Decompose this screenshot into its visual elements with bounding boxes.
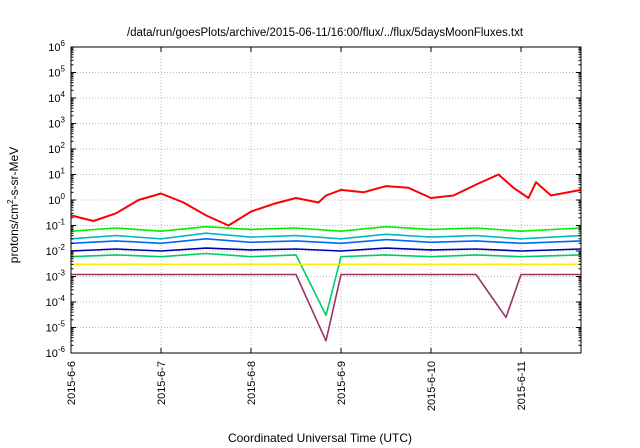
y-tick-label: 10-5 [46,320,66,335]
y-tick-base: 10 [48,93,60,105]
series-line-6 [70,252,582,317]
y-tick-exp: 1 [61,167,66,176]
y-tick-exp: -5 [58,320,66,329]
y-tick-base: 10 [46,272,58,284]
y-tick-exp: 3 [61,116,66,125]
y-tick-label: 10-1 [46,218,66,233]
y-tick-base: 10 [46,246,58,258]
y-tick-exp: -6 [58,345,66,354]
x-tick-label: 2015-6-9 [336,361,348,405]
y-axis-label-rest: -s-sr-MeV [7,147,21,200]
y-tick-label: 104 [48,90,65,105]
y-tick-exp: 4 [61,90,66,99]
x-tick-label: 2015-6-7 [156,361,168,405]
y-axis-label-sup: 2 [6,199,15,204]
y-tick-base: 10 [46,297,58,309]
y-tick-exp: 5 [61,65,66,74]
y-tick-exp: -3 [58,269,66,278]
y-tick-label: 10-4 [46,294,66,309]
series-group [70,173,582,342]
y-tick-base: 10 [48,144,60,156]
y-axis-ticks: 10-610-510-410-310-210-11001011021031041… [46,39,581,360]
y-axis-label-base: protons/cm [7,204,21,263]
y-axis-label: protons/cm2-s-sr-MeV [6,147,21,263]
x-axis-ticks: 2015-6-6 2015-6-7 2015-6-8 2015-6-9 2015-6-1… [66,47,528,411]
y-tick-base: 10 [48,119,60,131]
series-line-3 [70,232,582,240]
x-tick-label: 2015-6-6 [66,361,78,405]
y-tick-label: 10-6 [46,345,66,360]
x-tick-label: 2015-6-10 [426,361,438,411]
x-axis-label: Coordinated Universal Time (UTC) [228,431,412,445]
chart-title: /data/run/goesPlots/archive/2015-06-11/1… [127,27,524,39]
y-tick-exp: 6 [61,39,66,48]
y-tick-label: 102 [48,141,65,156]
y-tick-exp: -1 [58,218,66,227]
y-tick-label: 105 [48,65,65,80]
series-line-4 [70,238,582,245]
y-tick-label: 10-3 [46,269,66,284]
y-tick-label: 100 [48,192,65,207]
y-tick-exp: -4 [58,294,66,303]
y-tick-base: 10 [48,195,60,207]
series-line-2 [70,225,582,232]
y-tick-exp: 2 [61,141,66,150]
y-tick-base: 10 [48,170,60,182]
series-line-1 [70,173,582,227]
y-tick-label: 103 [48,116,65,131]
y-tick-exp: 0 [61,192,66,201]
y-tick-base: 10 [48,42,60,54]
y-tick-exp: -2 [58,243,66,252]
x-tick-label: 2015-6-11 [516,361,528,410]
y-tick-base: 10 [46,323,58,335]
y-tick-label: 10-2 [46,243,66,258]
y-tick-base: 10 [46,348,58,360]
y-tick-base: 10 [46,221,58,233]
series-line-5 [70,247,582,252]
x-tick-label: 2015-6-8 [246,361,258,405]
grid-lines [71,47,581,353]
y-tick-label: 101 [48,167,65,182]
y-tick-base: 10 [48,68,60,80]
y-tick-label: 106 [48,39,65,54]
series-line-8 [71,273,581,342]
